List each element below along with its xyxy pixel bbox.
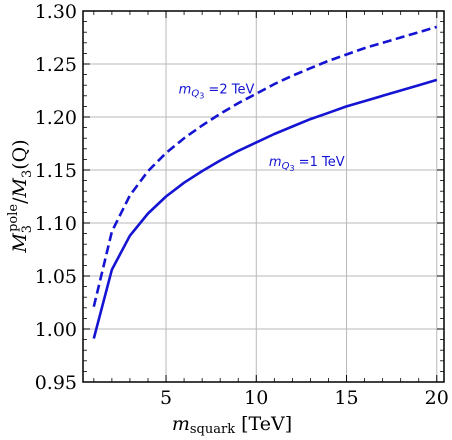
annotation-upper: mQ3 =2 TeV: [179, 83, 255, 101]
x-tick-label: 10: [244, 387, 268, 409]
y-tick-label: 1.25: [35, 54, 77, 76]
x-tick-label: 20: [425, 387, 449, 409]
y-tick-label: 1.00: [35, 319, 77, 341]
axis-ticks: 5 10 15 20 0.95 1.00 1.05 1.10 1.15 1.20 1.25 1.30: [35, 1, 449, 409]
series-line-mq3-1tev: [92, 78, 438, 339]
plot-series: [92, 25, 438, 339]
x-tick-label: 5: [160, 387, 172, 409]
series-line-mq3-2tev: [92, 25, 438, 308]
y-tick-label: 1.10: [35, 213, 77, 235]
grid-lines: [83, 11, 444, 382]
y-tick-label: 1.30: [35, 1, 77, 23]
y-tick-label: 0.95: [35, 372, 77, 394]
x-tick-label: 15: [334, 387, 358, 409]
y-tick-label: 1.05: [35, 266, 77, 288]
y-axis-title: M3pole/M3(Q): [6, 139, 35, 253]
annotation-lower: mQ3 =1 TeV: [269, 155, 345, 173]
y-tick-label: 1.15: [35, 160, 77, 182]
x-axis-title: msquark [TeV]: [172, 413, 292, 437]
plot-frame: [82, 10, 445, 383]
y-tick-label: 1.20: [35, 107, 77, 129]
curve-annotations: mQ3 =2 TeV mQ3 =1 TeV: [179, 83, 345, 173]
